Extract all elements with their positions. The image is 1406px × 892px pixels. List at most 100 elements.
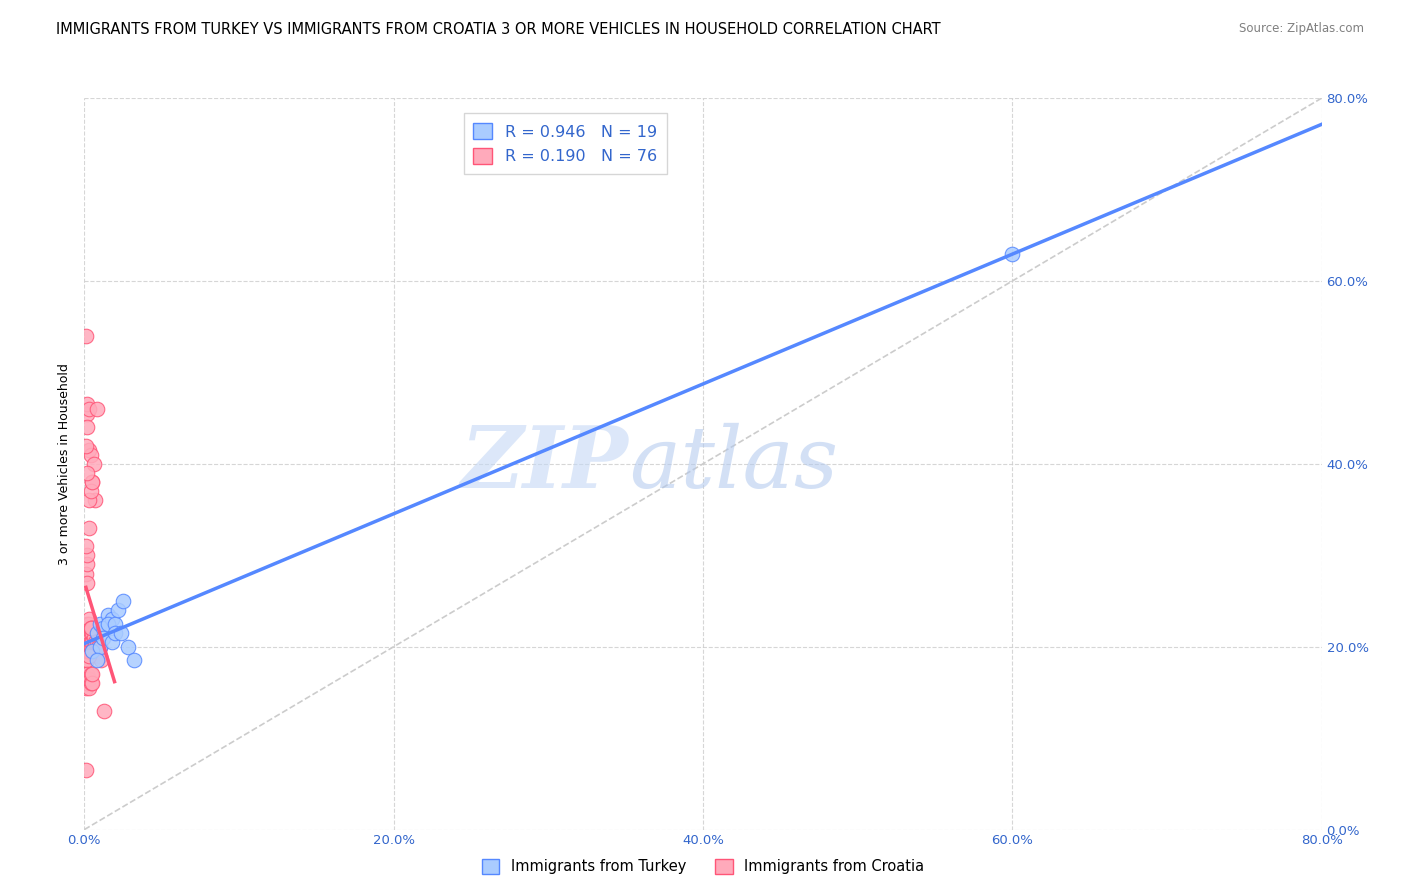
Point [86, 644, 108, 658]
Point [83, 640, 105, 654]
Text: Source: ZipAtlas.com: Source: ZipAtlas.com [1239, 22, 1364, 36]
Point [77, 681, 100, 695]
Point [76, 548, 98, 563]
Point [86, 653, 108, 667]
Point [75, 644, 97, 658]
Point [76, 653, 98, 667]
Point [76, 558, 98, 572]
Point [75, 539, 97, 553]
Point [79, 622, 101, 636]
Point [84, 635, 107, 649]
Point [101, 635, 124, 649]
Text: ZIP: ZIP [461, 422, 628, 506]
Point [76, 644, 98, 658]
Point [76, 397, 98, 411]
Legend: Immigrants from Turkey, Immigrants from Croatia: Immigrants from Turkey, Immigrants from … [475, 853, 931, 880]
Point [75, 640, 97, 654]
Point [96, 607, 118, 622]
Point [79, 626, 101, 640]
Point [79, 448, 101, 462]
Point [76, 667, 98, 681]
Point [87, 640, 110, 654]
Point [76, 466, 98, 480]
Point [75, 635, 97, 649]
Point [75, 328, 97, 343]
Point [93, 704, 115, 718]
Point [77, 640, 100, 654]
Point [1001, 246, 1024, 260]
Point [110, 626, 132, 640]
Point [79, 635, 101, 649]
Point [77, 612, 100, 626]
Point [75, 439, 97, 453]
Point [79, 676, 101, 690]
Point [84, 644, 107, 658]
Point [75, 631, 97, 645]
Point [77, 521, 100, 535]
Point [89, 640, 111, 654]
Text: atlas: atlas [628, 423, 838, 505]
Point [104, 616, 127, 631]
Point [75, 566, 97, 581]
Point [76, 616, 98, 631]
Point [76, 640, 98, 654]
Point [82, 644, 104, 658]
Point [79, 622, 101, 636]
Point [76, 676, 98, 690]
Point [75, 681, 97, 695]
Point [82, 667, 104, 681]
Point [77, 622, 100, 636]
Point [84, 493, 107, 508]
Point [76, 622, 98, 636]
Point [89, 648, 111, 663]
Point [96, 616, 118, 631]
Point [90, 653, 112, 667]
Point [87, 648, 110, 663]
Legend: R = 0.946   N = 19, R = 0.190   N = 76: R = 0.946 N = 19, R = 0.190 N = 76 [464, 113, 666, 174]
Point [86, 401, 108, 416]
Point [77, 616, 100, 631]
Point [79, 644, 101, 658]
Y-axis label: 3 or more Vehicles in Household: 3 or more Vehicles in Household [58, 363, 72, 565]
Point [83, 631, 105, 645]
Point [82, 644, 104, 658]
Point [107, 603, 129, 617]
Point [112, 594, 135, 608]
Point [77, 626, 100, 640]
Point [83, 457, 105, 471]
Point [101, 612, 124, 626]
Point [76, 626, 98, 640]
Point [86, 626, 108, 640]
Point [77, 443, 100, 458]
Point [117, 640, 139, 654]
Point [77, 672, 100, 686]
Point [86, 635, 108, 649]
Point [82, 475, 104, 489]
Point [75, 653, 97, 667]
Point [91, 631, 114, 645]
Point [79, 667, 101, 681]
Point [76, 420, 98, 434]
Point [77, 493, 100, 508]
Point [89, 616, 111, 631]
Point [82, 676, 104, 690]
Point [77, 644, 100, 658]
Point [82, 475, 104, 489]
Point [77, 648, 100, 663]
Point [82, 626, 104, 640]
Point [83, 644, 105, 658]
Point [122, 653, 145, 667]
Point [77, 631, 100, 645]
Point [75, 763, 97, 777]
Point [77, 401, 100, 416]
Text: IMMIGRANTS FROM TURKEY VS IMMIGRANTS FROM CROATIA 3 OR MORE VEHICLES IN HOUSEHOL: IMMIGRANTS FROM TURKEY VS IMMIGRANTS FRO… [56, 22, 941, 37]
Point [75, 672, 97, 686]
Point [79, 640, 101, 654]
Point [82, 622, 104, 636]
Point [91, 622, 114, 636]
Point [76, 407, 98, 421]
Point [82, 635, 104, 649]
Point [104, 626, 127, 640]
Point [79, 484, 101, 499]
Point [89, 640, 111, 654]
